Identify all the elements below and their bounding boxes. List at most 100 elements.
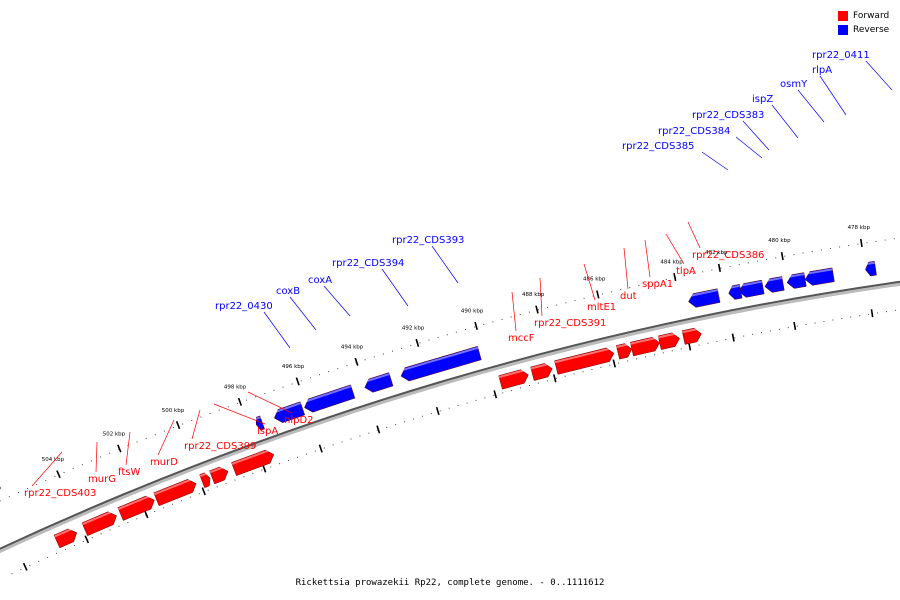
inner-ring-dot	[671, 350, 673, 352]
inner-ring-dot	[20, 569, 22, 571]
outer-ring-dot	[364, 359, 366, 361]
inner-ring-dot	[198, 493, 200, 495]
gene-label-reverse: rpr22_CDS385	[622, 141, 694, 152]
outer-ring-dot	[319, 374, 321, 376]
outer-ring-dot	[0, 500, 1, 502]
outer-ring-dot	[592, 295, 594, 297]
outer-ring-dot	[492, 321, 494, 323]
gene-label-reverse: rpr22_CDS383	[692, 110, 764, 121]
inner-ring-dot	[404, 421, 406, 423]
inner-ring-dot	[163, 507, 165, 509]
outer-ring-dot	[884, 239, 886, 241]
inner-ring-dot	[618, 362, 620, 364]
gene-reverse-5-shine	[727, 284, 740, 290]
inner-ring-dot	[350, 438, 352, 440]
outer-ring-dot	[802, 252, 804, 254]
outer-ring-dot	[793, 254, 795, 256]
inner-ring-dot	[894, 309, 896, 311]
scale-tick-outer	[117, 444, 122, 453]
gene-label-forward: mccF	[508, 333, 535, 344]
inner-ring-dot	[528, 385, 530, 387]
inner-ring-dot	[305, 453, 307, 455]
scale-tick-inner	[262, 464, 267, 473]
gene-reverse-6	[688, 288, 721, 308]
inner-ring-dot	[430, 413, 432, 415]
scale-tick-inner	[612, 359, 616, 368]
gene-reverse-1	[804, 267, 835, 286]
inner-ring-dot	[29, 564, 31, 566]
inner-ring-dot	[868, 313, 870, 315]
scale-tick-inner	[552, 374, 557, 383]
leader-line-reverse	[797, 89, 825, 123]
inner-ring-dot	[118, 525, 120, 527]
outer-ring-dot	[775, 257, 777, 259]
outer-ring-dot	[601, 293, 603, 295]
outer-ring-dot	[109, 452, 111, 454]
leader-line-forward	[31, 451, 63, 487]
scale-tick-inner	[793, 321, 797, 331]
outer-ring-dot	[154, 434, 156, 436]
gene-label-reverse: ispZ	[752, 94, 773, 105]
inner-ring-dot	[332, 444, 334, 446]
leader-line-forward	[157, 419, 175, 456]
gene-label-forward: murG	[88, 474, 116, 485]
gene-reverse-3	[764, 276, 785, 293]
scale-tick-label: 494 kbp	[341, 344, 364, 350]
outer-ring-dot	[766, 258, 768, 260]
outer-ring-dot	[446, 334, 448, 336]
inner-ring-dot	[47, 556, 49, 558]
outer-ring-dot	[683, 275, 685, 277]
inner-ring-dot	[189, 496, 191, 498]
leader-line-forward	[623, 247, 629, 290]
inner-ring-dot	[234, 479, 236, 481]
outer-ring-dot	[300, 380, 302, 382]
inner-ring-dot	[859, 315, 861, 317]
leader-line-forward	[583, 263, 596, 301]
leader-line-reverse	[263, 311, 291, 349]
outer-ring-dot	[738, 264, 740, 266]
scale-tick-outer	[474, 321, 478, 330]
leader-line-forward	[213, 403, 266, 425]
inner-ring-dot	[421, 415, 423, 417]
gene-reverse-4	[738, 279, 765, 298]
gene-forward-9	[199, 472, 211, 489]
outer-ring-dot	[519, 314, 521, 316]
inner-ring-dot	[359, 435, 361, 437]
gene-reverse-7-shine	[399, 346, 479, 372]
outer-ring-dot	[756, 260, 758, 262]
inner-ring-dot	[225, 482, 227, 484]
scale-tick-outer	[717, 263, 722, 272]
outer-ring-dot	[464, 329, 466, 331]
outer-ring-dot	[547, 306, 549, 308]
scale-tick-outer	[596, 290, 600, 299]
inner-ring-dot	[841, 318, 843, 320]
gene-label-forward: lspA	[257, 426, 278, 437]
gene-reverse-0	[865, 260, 877, 277]
inner-ring-dot	[484, 397, 486, 399]
gene-forward-6-shine	[498, 368, 528, 379]
inner-ring-dot	[716, 340, 718, 342]
outer-ring-dot	[346, 365, 348, 367]
gene-label-reverse: coxA	[308, 275, 332, 286]
gene-reverse-0-shine	[864, 261, 875, 266]
inner-ring-dot	[323, 447, 325, 449]
gene-label-reverse: rpr22_CDS393	[392, 235, 464, 246]
gene-label-reverse: osmY	[780, 79, 808, 90]
inner-ring-dot	[680, 348, 682, 350]
gene-label-forward: rpr22_CDS386	[692, 250, 764, 261]
gene-forward-4-shine	[554, 346, 613, 364]
gene-forward-10-shine	[153, 477, 195, 496]
inner-ring-dot	[38, 560, 40, 562]
inner-ring-dot	[136, 518, 138, 520]
gene-forward-5-shine	[530, 362, 552, 370]
outer-ring-dot	[747, 262, 749, 264]
gene-forward-10	[153, 479, 197, 507]
scale-tick-label: 490 kbp	[461, 308, 484, 314]
scale-tick-label: 488 kbp	[522, 292, 545, 298]
outer-ring-dot	[246, 399, 248, 401]
gene-reverse-8	[364, 372, 394, 393]
outer-ring-dot	[729, 265, 731, 267]
leader-line-reverse	[289, 296, 317, 331]
leader-line-reverse	[771, 104, 799, 139]
inner-ring-dot	[582, 371, 584, 373]
